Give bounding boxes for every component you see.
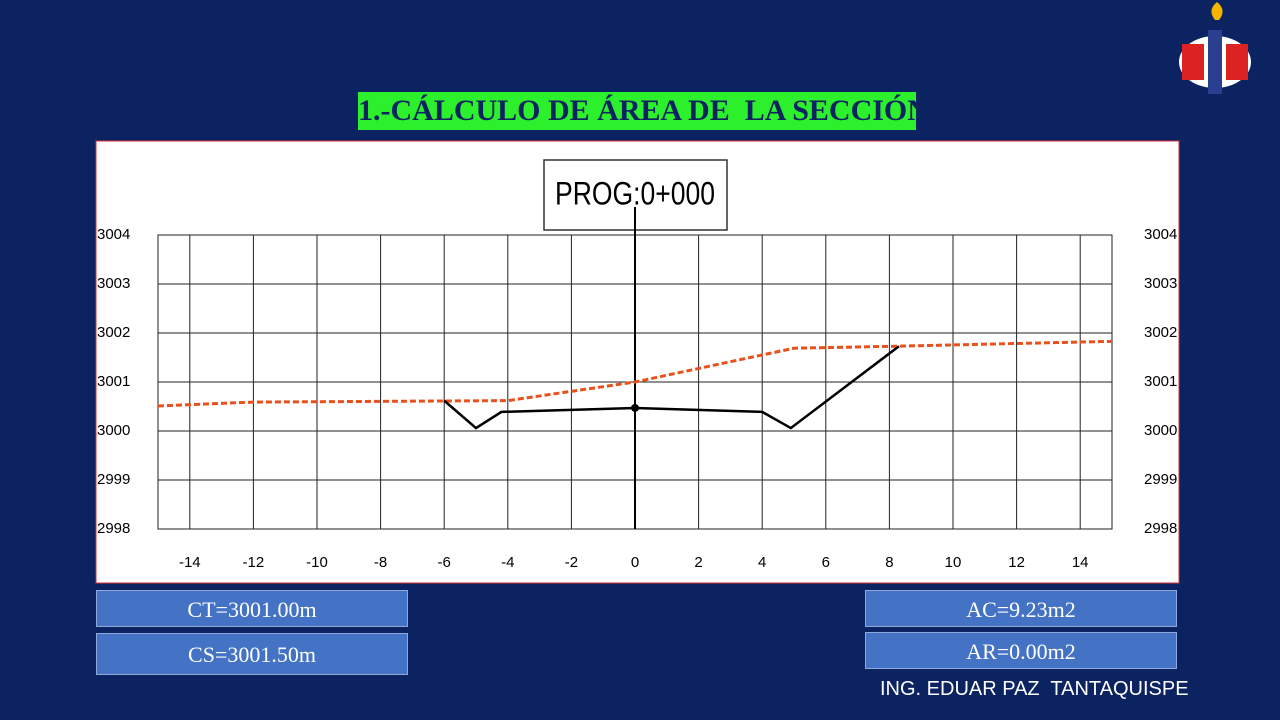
ct-box: CT=3001.00m: [96, 590, 408, 627]
y-tick-label: 3001: [97, 373, 130, 390]
y-tick-label: 2998: [97, 520, 130, 537]
origin-point: [631, 403, 639, 412]
x-tick-label: -8: [374, 554, 387, 571]
y-tick-label: 3004: [97, 226, 130, 243]
y-tick-label-right: 2998: [1144, 520, 1177, 537]
x-tick-label: -14: [179, 554, 201, 571]
ac-box: AC=9.23m2: [865, 590, 1177, 627]
x-tick-label: 12: [1008, 554, 1025, 571]
y-tick-label: 3003: [97, 275, 130, 292]
y-tick-label-right: 3000: [1144, 422, 1177, 439]
x-tick-label: 0: [631, 554, 639, 571]
x-tick-label: 6: [822, 554, 830, 571]
cs-box: CS=3001.50m: [96, 633, 408, 675]
y-tick-label-right: 3004: [1144, 226, 1177, 243]
y-tick-label: 3000: [97, 422, 130, 439]
y-tick-label: 3002: [97, 324, 130, 341]
ar-box: AR=0.00m2: [865, 632, 1177, 669]
slide-title: 1.-CÁLCULO DE ÁREA DE LA SECCIÓN: [358, 92, 929, 130]
y-tick-label-right: 3003: [1144, 275, 1177, 292]
x-tick-label: -12: [243, 554, 265, 571]
y-tick-label: 2999: [97, 471, 130, 488]
x-tick-label: -2: [565, 554, 578, 571]
logo: [1179, 2, 1251, 94]
x-tick-label: 14: [1072, 554, 1089, 571]
x-tick-label: 2: [694, 554, 702, 571]
x-tick-label: -6: [438, 554, 451, 571]
y-tick-label-right: 3002: [1144, 324, 1177, 341]
chart-title: PROG:0+000: [555, 175, 715, 211]
x-tick-label: -10: [306, 554, 328, 571]
y-tick-label-right: 3001: [1144, 373, 1177, 390]
x-tick-label: 8: [885, 554, 893, 571]
x-tick-label: 4: [758, 554, 766, 571]
author: ING. EDUAR PAZ TANTAQUISPE: [880, 678, 1189, 700]
y-tick-label-right: 2999: [1144, 471, 1177, 488]
x-tick-label: -4: [501, 554, 514, 571]
terrain-line: [157, 339, 1113, 408]
x-tick-label: 10: [945, 554, 962, 571]
